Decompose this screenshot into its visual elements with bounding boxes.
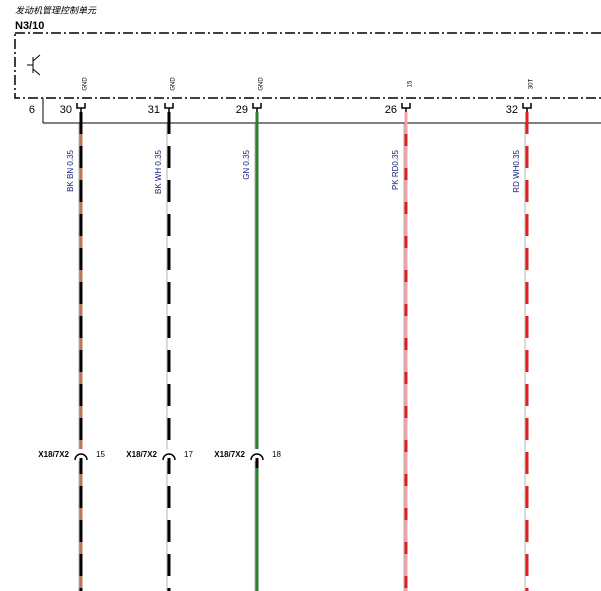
- pin-number: 30: [60, 104, 72, 116]
- splice-gap: [75, 449, 87, 461]
- pin-number: 31: [148, 104, 160, 116]
- signal-label: GND: [171, 77, 177, 91]
- splice-symbol: [162, 453, 176, 461]
- signal-label: GND: [259, 77, 265, 91]
- pin-symbol: [164, 103, 174, 112]
- wire-label: BK WH 0.35: [154, 149, 163, 194]
- splice-gap: [251, 449, 263, 461]
- pin-number: 26: [385, 104, 397, 116]
- splice-name: X18/7X2: [126, 450, 157, 459]
- pin-symbol: [76, 103, 86, 112]
- signal-label: GND: [83, 77, 89, 91]
- signal-label: 15: [408, 80, 414, 87]
- wires: 30 GND BK BN 0.35 X18/7X2 15 31 GND BK WH 0.35 X…: [38, 77, 535, 591]
- splice-pin-number: 17: [184, 450, 193, 459]
- pin-number: 29: [236, 104, 248, 116]
- splice-pin-number: 15: [96, 450, 105, 459]
- wire-label: PK RD0.35: [391, 149, 400, 190]
- splice-name: X18/7X2: [214, 450, 245, 459]
- splice-name: X18/7X2: [38, 450, 69, 459]
- splice-gap: [163, 449, 175, 461]
- signal-label: 30T: [529, 78, 535, 89]
- splice-symbol: [74, 453, 88, 461]
- splice-symbol: [250, 453, 264, 461]
- component-box: [14, 32, 601, 99]
- pin-symbol: [401, 103, 411, 112]
- pin-symbol: [252, 103, 262, 112]
- splice-pin-number: 18: [272, 450, 281, 459]
- unit-title: 发动机管理控制单元: [15, 5, 97, 15]
- wire-label: RD WH0.35: [512, 149, 521, 192]
- wire-label: GN 0.35: [242, 149, 251, 179]
- transistor-symbol: [27, 54, 41, 76]
- pin-number: 32: [506, 104, 518, 116]
- pin-symbol: [522, 103, 532, 112]
- component-id: N3/10: [15, 20, 44, 32]
- connector-id: 6: [29, 104, 35, 116]
- wire-label: BK BN 0.35: [66, 149, 75, 191]
